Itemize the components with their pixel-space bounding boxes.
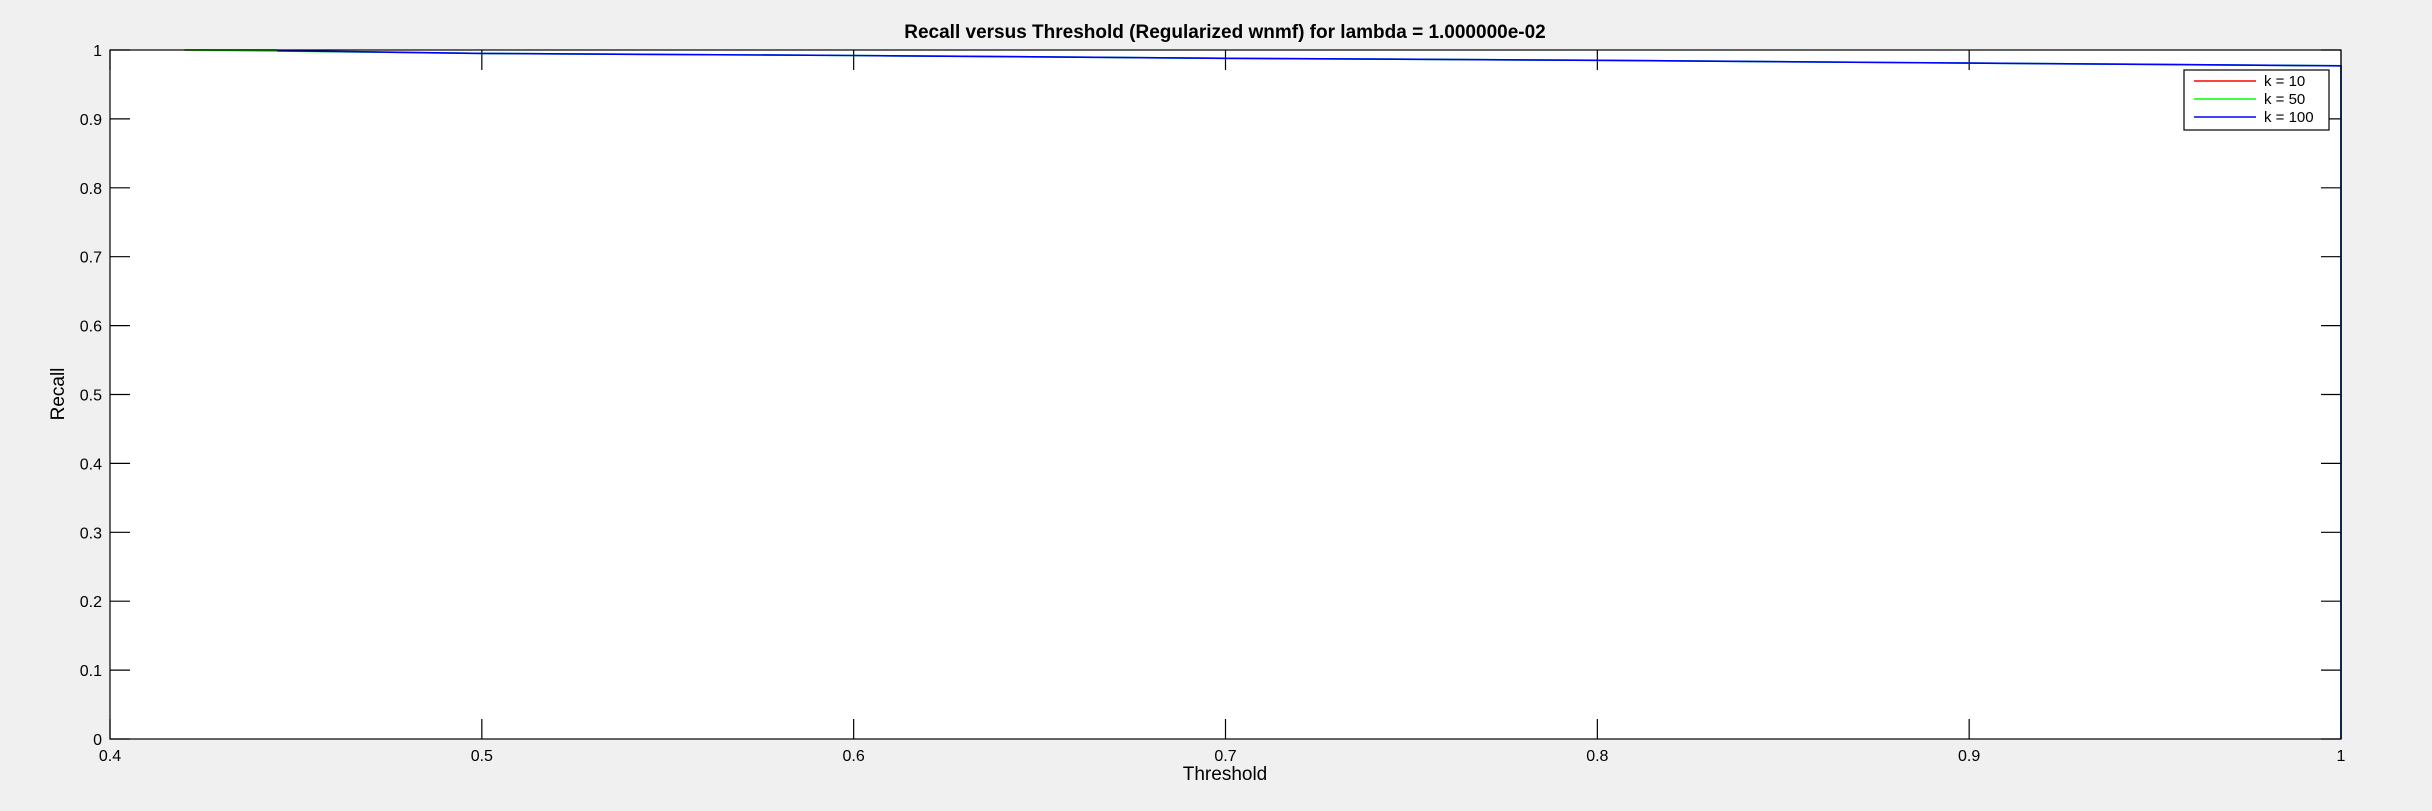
y-tick-label: 0.1 (80, 663, 102, 680)
plot-area (110, 50, 2341, 739)
y-tick-label: 1 (93, 43, 102, 60)
y-tick-label: 0.6 (80, 319, 102, 336)
chart-title: Recall versus Threshold (Regularized wnm… (904, 22, 1545, 43)
y-tick-label: 0.5 (80, 388, 102, 405)
x-tick-label: 0.7 (1214, 748, 1236, 765)
y-tick-label: 0.9 (80, 112, 102, 129)
x-tick-label: 0.6 (843, 748, 865, 765)
y-tick-label: 0.3 (80, 525, 102, 542)
x-tick-label: 0.5 (471, 748, 493, 765)
x-tick-label: 1 (2337, 748, 2346, 765)
y-tick-label: 0.8 (80, 181, 102, 198)
x-tick-label: 0.8 (1586, 748, 1608, 765)
x-tick-label: 0.9 (1958, 748, 1980, 765)
legend-label: k = 10 (2264, 73, 2305, 90)
plot-frame (109, 49, 2342, 740)
x-axis-label: Threshold (1183, 764, 1268, 785)
y-axis-label: Recall (48, 368, 69, 421)
legend-label: k = 50 (2264, 91, 2305, 108)
legend: k = 10k = 50k = 100 (2183, 69, 2330, 131)
y-tick-label: 0.4 (80, 456, 102, 473)
legend-label: k = 100 (2264, 109, 2314, 126)
legend-box (2183, 69, 2330, 131)
x-tick-label: 0.4 (99, 748, 121, 765)
y-tick-label: 0 (93, 732, 102, 749)
series-line-3 (277, 49, 2342, 739)
y-tick-label: 0.7 (80, 250, 102, 267)
y-tick-label: 0.2 (80, 594, 102, 611)
